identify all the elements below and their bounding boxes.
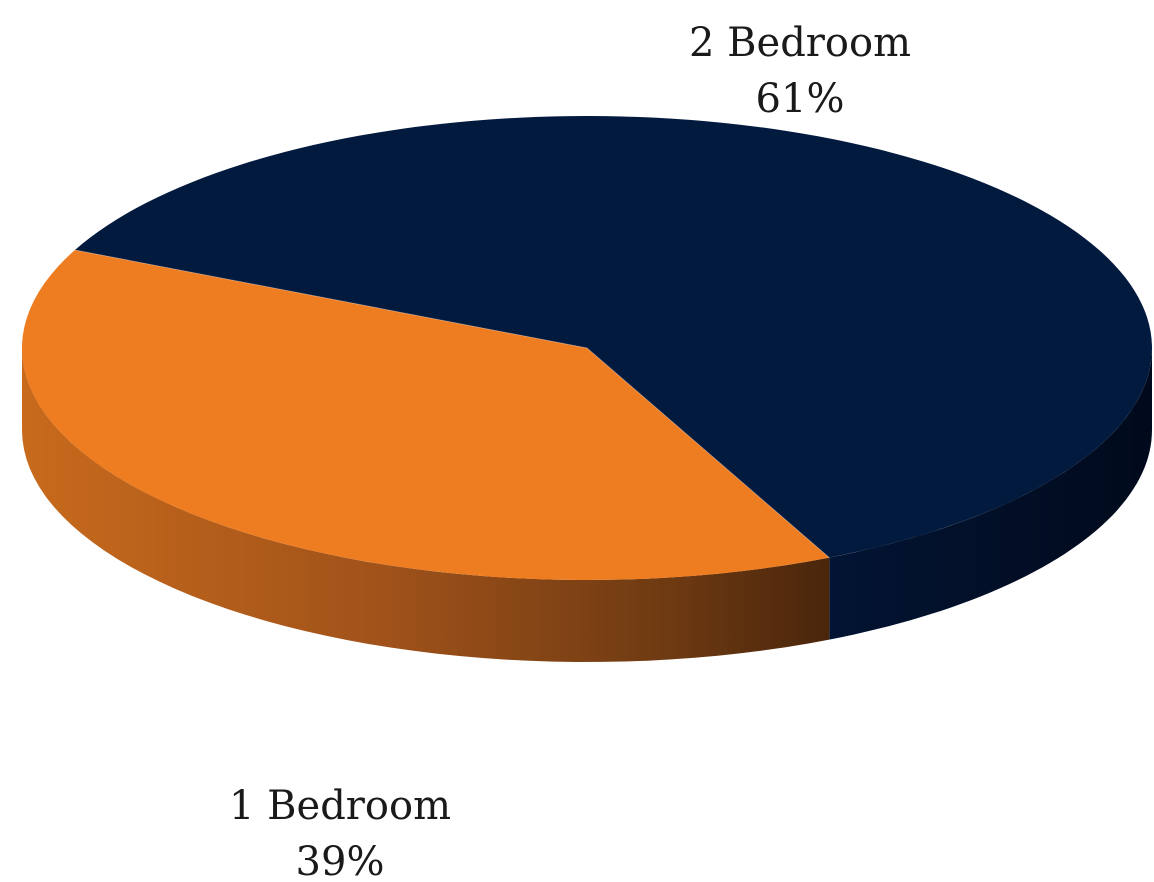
slice-percent-2-bedroom: 61% — [650, 71, 950, 127]
slice-label-2-bedroom: 2 Bedroom 61% — [650, 15, 950, 127]
slice-name-1-bedroom: 1 Bedroom — [190, 778, 490, 834]
slice-name-2-bedroom: 2 Bedroom — [650, 15, 950, 71]
slice-percent-1-bedroom: 39% — [190, 834, 490, 882]
slice-label-1-bedroom: 1 Bedroom 39% — [190, 778, 490, 882]
